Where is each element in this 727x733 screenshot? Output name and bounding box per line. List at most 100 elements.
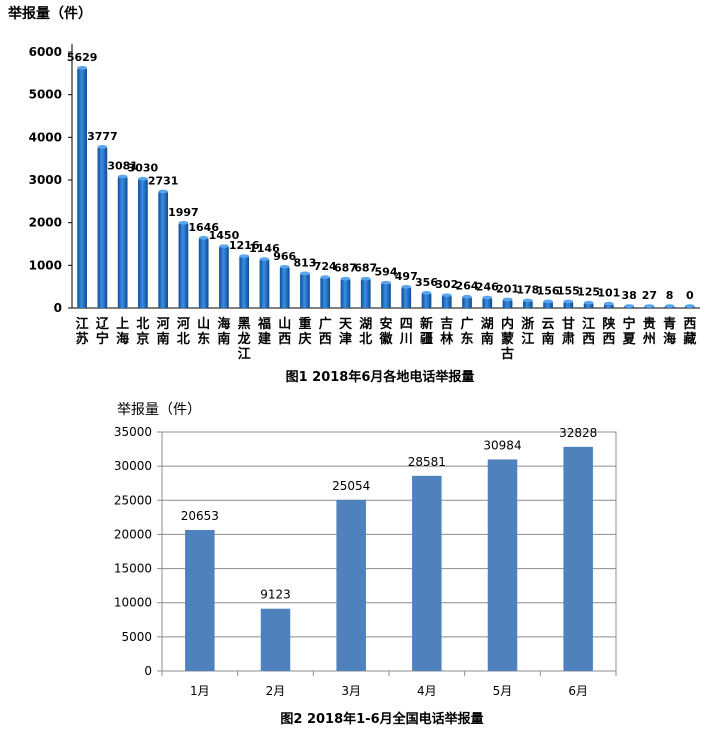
chart1-category-label: 湖南 (481, 317, 494, 347)
chart1-bar-cap (138, 176, 148, 181)
chart1-category-label: 四川 (399, 317, 413, 347)
chart1-bar (462, 296, 472, 308)
chart1-bar (259, 259, 270, 308)
chart1-category-label: 广西 (319, 316, 332, 347)
chart1-bar-cap (158, 189, 169, 194)
chart1-bar-cap (441, 293, 452, 297)
chart1-data-label: 302 (435, 278, 458, 291)
chart1-category-label: 海南 (217, 316, 230, 347)
chart2-bar (336, 499, 366, 671)
chart1-data-label: 813 (293, 256, 316, 269)
chart2-caption: 图2 2018年1-6月全国电话举报量 (280, 711, 483, 727)
chart1-data-label: 38 (621, 289, 636, 302)
chart1-bar (441, 295, 452, 308)
chart1-data-label: 8 (666, 289, 674, 302)
chart1-data-label: 264 (456, 280, 479, 293)
chart1-data-label: 178 (516, 283, 539, 296)
chart1-bar-cap (117, 174, 128, 179)
chart2-y-tick-label: 10000 (114, 596, 152, 610)
chart2-y-tick-label: 5000 (121, 630, 152, 644)
chart1-category-label: 重庆 (297, 316, 311, 347)
chart1-y-tick-label: 0 (54, 301, 62, 315)
chart1-data-label: 27 (642, 289, 657, 302)
chart1-bar-cap (462, 294, 472, 299)
chart1-bar-cap (340, 276, 351, 281)
chart1-bar-cap (583, 300, 594, 305)
chart1-bar-cap (522, 298, 533, 303)
chart1-bar-cap (664, 304, 675, 308)
chart1-y-tick-label: 3000 (29, 173, 62, 187)
chart1-bar-cap (502, 297, 513, 302)
chart1-data-label: 3030 (128, 162, 159, 175)
chart1-bar-cap (198, 235, 209, 240)
chart1-bar (563, 301, 574, 308)
chart1-bar-cap (624, 304, 634, 308)
chart1-y-axis-label: 举报量（件） (7, 5, 92, 22)
chart1-data-label: 155 (557, 284, 580, 297)
chart1-bar (360, 278, 371, 308)
chart2-category-label: 4月 (417, 684, 437, 698)
chart1-y-tick-label: 4000 (29, 130, 62, 144)
chart1-data-label: 966 (273, 250, 296, 263)
chart1-bar-cap (381, 280, 391, 285)
chart1-data-label: 1646 (188, 221, 219, 234)
chart1-category-label: 安徽 (378, 316, 393, 347)
chart2-data-label: 32828 (559, 426, 597, 440)
chart1-bar (279, 266, 290, 308)
chart2-y-tick-label: 20000 (114, 527, 152, 541)
chart1-bar-cap (219, 244, 229, 248)
chart1-category-label: 吉林 (440, 317, 453, 347)
chart2-bar (260, 608, 291, 671)
chart1-data-label: 1146 (249, 242, 280, 255)
chart1-data-label: 0 (686, 289, 694, 302)
chart1-category-label: 福建 (257, 316, 271, 347)
chart1-bar (178, 222, 189, 308)
chart1-data-label: 1450 (209, 229, 240, 242)
chart1-bar-cap (178, 220, 189, 225)
chart-1: 举报量（件） 0 1000 2000 3000 4000 5000 6000 5629 377… (7, 5, 700, 385)
chart2-y-axis-label: 举报量（件） (117, 402, 201, 418)
chart1-bar (543, 301, 553, 308)
chart1-category-label: 广东 (461, 316, 474, 347)
chart1-data-label: 724 (314, 260, 337, 273)
chart1-bar (401, 286, 412, 308)
chart1-category-label: 内蒙古 (501, 316, 514, 362)
chart1-bar (381, 282, 391, 308)
chart1-caption: 图1 2018年6月各地电话举报量 (286, 369, 475, 385)
chart1-bar (502, 299, 513, 308)
chart1-bar (340, 278, 351, 308)
chart1-y-tick-label: 6000 (29, 45, 62, 59)
chart1-bar (482, 297, 493, 308)
chart1-category-label: 新疆 (420, 316, 433, 347)
chart1-bar-cap (401, 284, 412, 289)
chart1-data-label: 156 (537, 284, 560, 297)
chart1-data-label: 687 (354, 262, 377, 275)
chart2-data-label: 28581 (408, 455, 446, 469)
chart1-bar-cap (300, 271, 310, 276)
chart1-bar-cap (320, 275, 331, 279)
chart1-data-label: 201 (496, 282, 519, 295)
chart1-bar-cap (543, 299, 553, 304)
chart1-bar (198, 237, 209, 308)
chart1-category-label: 宁夏 (622, 316, 637, 347)
chart1-data-label: 3777 (87, 130, 118, 143)
chart2-y-tick-label: 0 (144, 664, 152, 678)
chart1-category-label: 天津 (339, 317, 353, 347)
chart1-bar-cap (360, 276, 371, 281)
chart2-category-label: 6月 (568, 684, 588, 698)
chart1-bar-cap (644, 304, 655, 308)
chart1-y-tick-label: 1000 (29, 258, 62, 272)
chart2-bar (563, 446, 593, 671)
chart1-category-label: 江西 (582, 316, 595, 347)
chart1-data-label: 594 (375, 266, 398, 279)
chart2-plot-frame (161, 431, 617, 672)
chart1-data-label: 125 (577, 286, 600, 299)
chart2-data-label: 30984 (483, 438, 521, 452)
chart1-bar-cap (603, 301, 614, 306)
chart2-category-label: 5月 (493, 684, 513, 698)
chart1-bar-cap (97, 145, 108, 149)
chart2-y-tick-label: 15000 (114, 562, 152, 576)
chart1-bar-cap (279, 264, 290, 269)
chart1-category-label: 贵州 (642, 316, 656, 347)
